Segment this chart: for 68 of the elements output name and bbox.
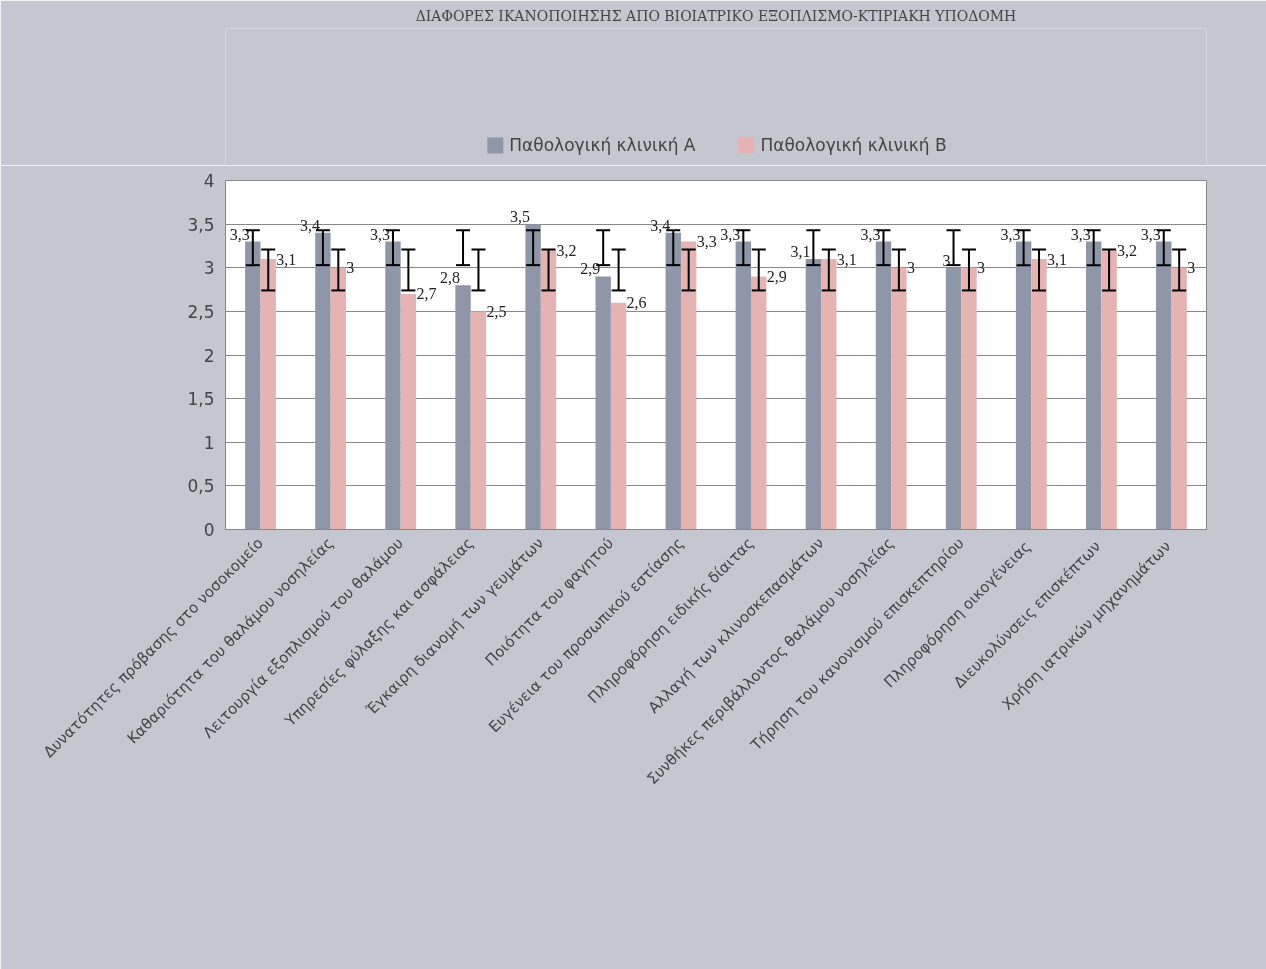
legend-label: Παθολογική κλινική Α bbox=[509, 135, 696, 155]
data-label: 3,1 bbox=[1047, 250, 1068, 268]
bar bbox=[595, 276, 611, 530]
bar bbox=[961, 267, 977, 530]
bar bbox=[735, 241, 752, 530]
bar bbox=[455, 285, 471, 530]
bar bbox=[315, 232, 331, 530]
bar bbox=[1156, 241, 1172, 530]
bar bbox=[805, 259, 822, 530]
bar bbox=[330, 267, 347, 530]
data-label: 3 bbox=[942, 251, 951, 269]
bar bbox=[245, 241, 261, 530]
bar bbox=[525, 224, 541, 530]
bar bbox=[945, 267, 962, 530]
y-tick-label: 4 bbox=[203, 171, 215, 191]
bar bbox=[1085, 241, 1102, 530]
bar bbox=[260, 259, 276, 530]
y-tick-label: 3 bbox=[203, 258, 215, 279]
bar bbox=[400, 293, 417, 530]
data-label: 2,6 bbox=[626, 294, 647, 312]
y-tick-label: 1,5 bbox=[187, 389, 215, 410]
data-label: 2,7 bbox=[416, 285, 437, 303]
data-label: 3,1 bbox=[836, 250, 857, 268]
data-label: 3,2 bbox=[1117, 241, 1138, 259]
bar bbox=[470, 311, 487, 530]
bar bbox=[540, 250, 557, 530]
data-label: 3,3 bbox=[1070, 225, 1091, 243]
data-label: 3,3 bbox=[860, 225, 881, 243]
bar bbox=[680, 241, 697, 530]
data-label: 3 bbox=[906, 259, 915, 277]
data-label: 3,1 bbox=[276, 250, 297, 268]
bar bbox=[1015, 241, 1032, 530]
legend-label: Παθολογική κλινική Β bbox=[760, 135, 947, 155]
bar bbox=[610, 302, 627, 530]
data-label: 3 bbox=[1187, 259, 1196, 277]
bar bbox=[891, 267, 907, 530]
bar bbox=[1171, 267, 1187, 530]
data-label: 3,2 bbox=[556, 241, 577, 259]
bar bbox=[1031, 259, 1047, 530]
chart-title: ΔΙΑΦΟΡΕΣ ΙΚΑΝΟΠΟΙΗΣΗΣ ΑΠΟ ΒΙΟΙΑΤΡΙΚΟ ΕΞΟΠΛΙΣΜΟ-ΚΤΙΡΙΑΚΗ ΥΠΟΔΟΜΗ bbox=[415, 7, 1017, 24]
data-label: 3 bbox=[976, 259, 985, 277]
data-label: 3,3 bbox=[696, 233, 717, 251]
data-label: 3,3 bbox=[229, 225, 250, 243]
y-tick-label: 2 bbox=[203, 345, 215, 366]
bar bbox=[1101, 250, 1117, 530]
data-label: 2,9 bbox=[766, 267, 787, 285]
bar bbox=[385, 241, 401, 530]
bar bbox=[665, 232, 681, 530]
bar bbox=[751, 276, 767, 530]
data-label: 3 bbox=[346, 259, 355, 277]
data-label: 3,3 bbox=[1140, 225, 1161, 243]
data-label: 3,4 bbox=[650, 216, 671, 234]
data-label: 3,3 bbox=[369, 225, 390, 243]
y-tick-label: 1 bbox=[203, 432, 215, 453]
data-label: 3,5 bbox=[510, 208, 531, 226]
y-tick-label: 0 bbox=[203, 520, 215, 540]
data-label: 3,1 bbox=[790, 243, 811, 261]
data-label: 2,5 bbox=[486, 302, 507, 320]
bar bbox=[821, 259, 837, 530]
data-label: 2,8 bbox=[440, 269, 461, 287]
data-label: 3,4 bbox=[299, 216, 320, 234]
bar bbox=[875, 241, 892, 530]
data-label: 3,3 bbox=[720, 225, 741, 243]
data-label: 3,3 bbox=[1000, 225, 1021, 243]
data-label: 2,9 bbox=[580, 260, 601, 278]
y-tick-label: 0,5 bbox=[187, 476, 215, 497]
y-tick-label: 2,5 bbox=[187, 301, 215, 322]
y-tick-label: 3,5 bbox=[187, 214, 215, 235]
